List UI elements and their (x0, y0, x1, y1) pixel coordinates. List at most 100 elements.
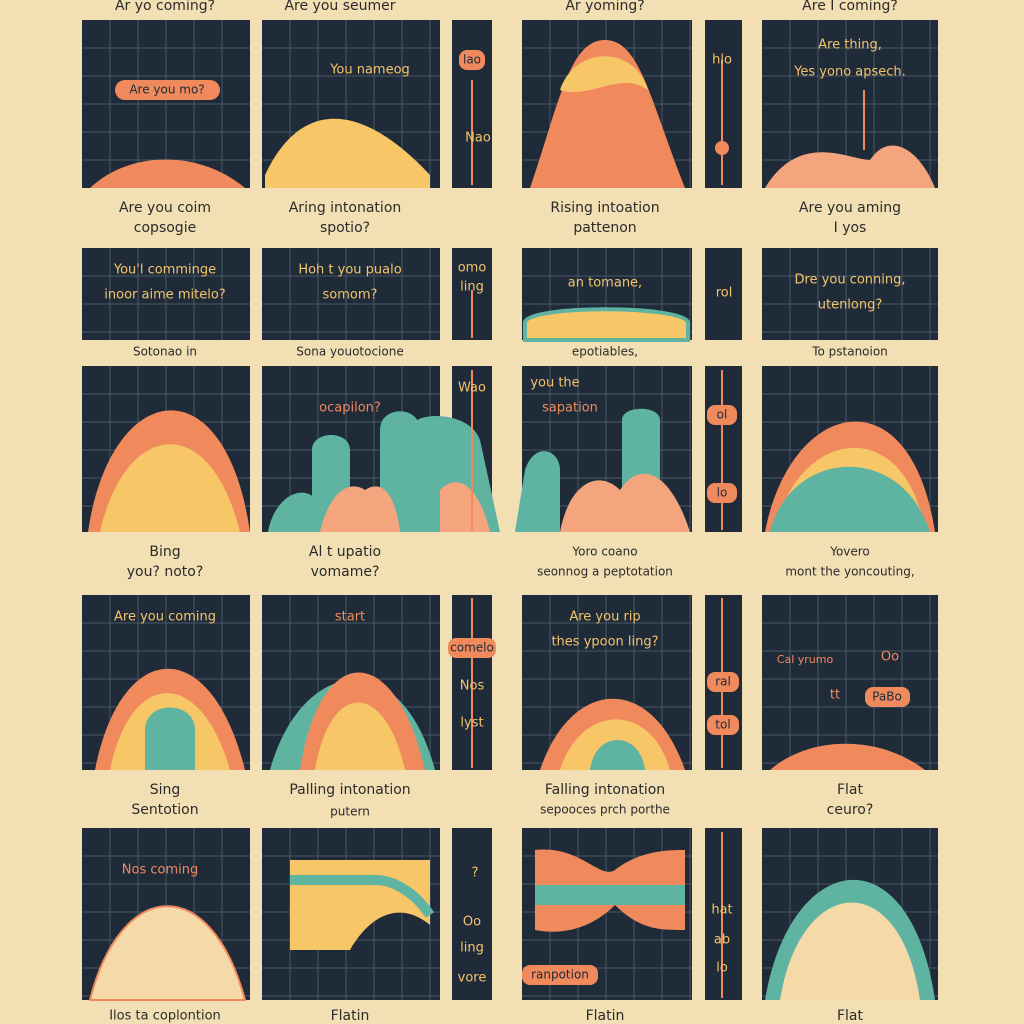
label: Nao (465, 131, 491, 146)
curve (523, 307, 690, 342)
label: ling (460, 941, 484, 956)
pill (115, 80, 220, 100)
texts: Ar yo coming? Are you seumer Ar yoming? … (104, 0, 914, 1024)
panel (762, 595, 938, 770)
label: Hoh t you pualo (298, 263, 401, 278)
label: Cal yrumo (777, 653, 834, 666)
caption: epotiables, (572, 345, 638, 359)
curve (88, 905, 247, 1001)
node (715, 141, 729, 155)
caption: Aring intonation (289, 200, 402, 216)
curve (770, 466, 930, 532)
caption: I yos (834, 220, 867, 236)
label: hlo (712, 53, 732, 68)
caption: seonnog a peptotation (537, 565, 673, 579)
pill (865, 687, 910, 707)
label: comelo (450, 641, 494, 655)
label: Oo (463, 915, 481, 930)
curve (765, 145, 935, 188)
caption: To pstanoion (811, 345, 888, 359)
label: omo (458, 261, 487, 276)
heading: Ar yoming? (565, 0, 644, 14)
panel (705, 828, 742, 1000)
label: utenlong? (818, 298, 883, 313)
panel (705, 248, 742, 340)
curve (145, 707, 195, 770)
label: Are you mo? (129, 83, 204, 97)
label: lo (716, 961, 728, 976)
label: somom? (323, 288, 378, 303)
caption: Bing (149, 544, 180, 560)
label: lyst (460, 716, 483, 731)
curve (770, 743, 925, 770)
caption: Sentotion (131, 802, 198, 818)
label: You nameog (329, 63, 410, 78)
label: vore (458, 971, 487, 986)
caption: Yovero (829, 545, 870, 559)
pill (707, 672, 739, 692)
label: ? (472, 866, 479, 881)
heading: Ar yo coming? (115, 0, 215, 14)
label: PaBo (872, 690, 902, 704)
label: lao (463, 53, 481, 67)
label: ranpotion (531, 968, 589, 982)
panel (705, 366, 742, 532)
caption: pattenon (573, 220, 636, 236)
label: Are you rip (569, 610, 640, 625)
curves (88, 40, 935, 1001)
caption: Sona youotocione (296, 345, 403, 359)
label: you the (530, 376, 579, 391)
caption: sepooces prch porthe (540, 803, 670, 817)
pill (522, 965, 598, 985)
label: Dre you conning, (794, 273, 905, 288)
label: thes ypoon ling? (551, 635, 658, 650)
markers (115, 50, 910, 998)
pill (459, 50, 485, 70)
caption: ceuro? (827, 802, 874, 818)
caption: Sotonao in (133, 345, 197, 359)
caption: Flatin (331, 1008, 370, 1024)
label: hat (711, 903, 732, 918)
panel (452, 828, 492, 1000)
curve (265, 118, 430, 188)
label: lo (717, 486, 728, 500)
pill (707, 715, 739, 735)
label: ling (460, 280, 484, 295)
label: start (335, 610, 365, 625)
panel (762, 248, 938, 340)
caption: copsogie (134, 220, 196, 236)
curve (780, 902, 920, 1000)
label: rol (716, 286, 733, 301)
heading: Are you seumer (284, 0, 395, 14)
label: sapation (542, 401, 598, 416)
caption: you? noto? (127, 564, 204, 580)
label: Are thing, (818, 38, 882, 53)
curve (315, 702, 405, 770)
label: Nos (460, 679, 485, 694)
curve (560, 56, 648, 93)
pill (707, 405, 737, 425)
label: ocapilon? (319, 401, 381, 416)
caption: spotio? (320, 220, 370, 236)
caption: Flatin (586, 1008, 625, 1024)
curve (100, 444, 240, 532)
heading: Are I coming? (802, 0, 898, 14)
label: Yes yono apsech. (793, 65, 906, 80)
curve (90, 159, 245, 188)
caption: putern (330, 805, 370, 819)
label: You'l comminge (113, 263, 216, 278)
caption: Palling intonation (289, 782, 410, 798)
caption: Are you aming (799, 200, 901, 216)
caption: Falling intonation (545, 782, 665, 798)
caption: Are you coim (119, 200, 211, 216)
label: tol (715, 718, 730, 732)
label: ral (715, 675, 731, 689)
pill (448, 638, 496, 658)
label: an tomane, (568, 276, 642, 291)
curve (535, 885, 685, 905)
label: tt (830, 688, 840, 703)
panel (705, 20, 742, 188)
label: inoor aime mitelo? (104, 288, 225, 303)
caption: Ilos ta coplontion (109, 1009, 221, 1024)
